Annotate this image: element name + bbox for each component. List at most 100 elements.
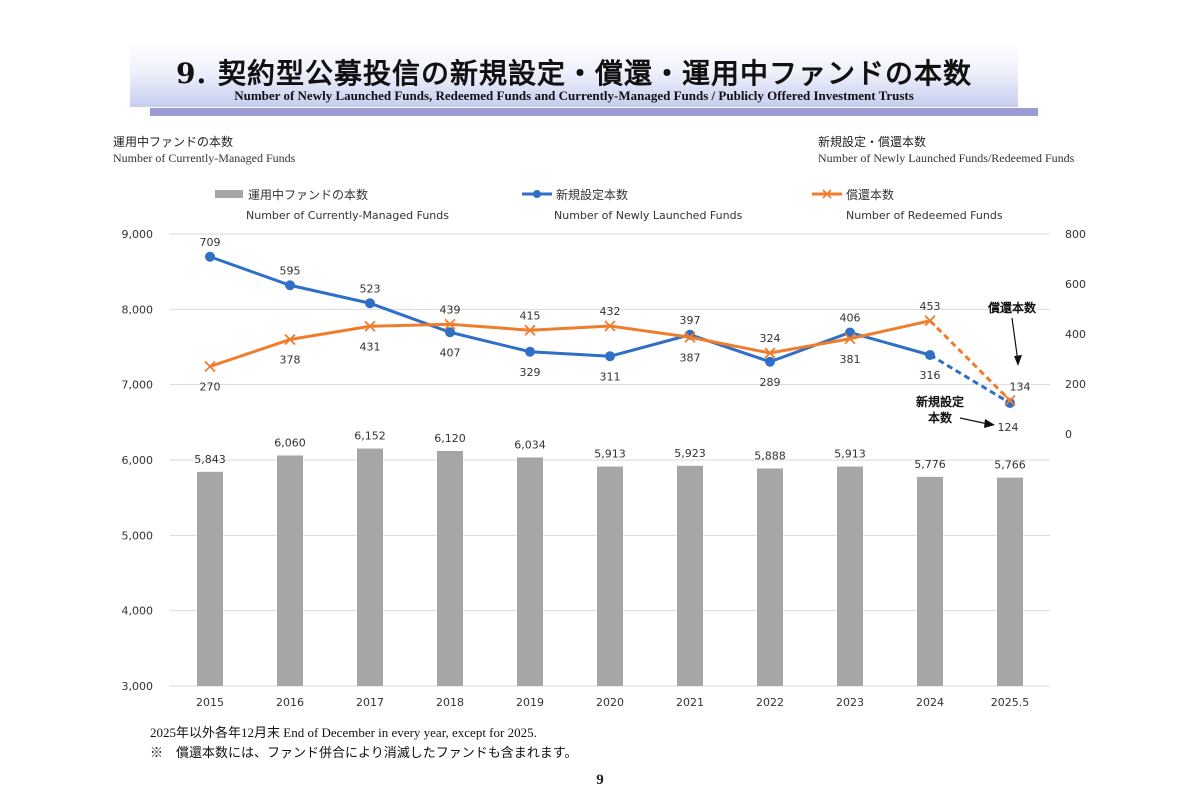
償還本数-dashed-segment — [928, 319, 1012, 402]
left-axis-tick-label: 4,000 — [122, 605, 154, 618]
x-axis-tick-label: 2018 — [436, 696, 464, 709]
footnote-2: ※ 償還本数には、ファンド併合により消滅したファンドも含まれます。 — [150, 745, 578, 760]
bar-2020 — [597, 466, 623, 686]
新規設定本数-point — [1005, 398, 1015, 408]
legend-launched-en: Number of Newly Launched Funds — [554, 209, 743, 222]
新規設定本数-dashed-segment — [929, 353, 1011, 405]
新規設定本数-point — [205, 251, 215, 262]
償還本数-point — [764, 347, 776, 359]
償還本数-point — [364, 320, 376, 332]
legend-bar-swatch — [215, 190, 243, 198]
right-axis-caption-ja: 新規設定・償還本数 — [818, 135, 927, 149]
bar-data-label: 5,843 — [194, 453, 226, 466]
right-axis-caption: 新規設定・償還本数 Number of Newly Launched Funds… — [818, 134, 1074, 166]
bar-data-label: 6,034 — [514, 438, 546, 451]
launched-data-label: 397 — [680, 314, 701, 327]
x-axis-tick-label: 2020 — [596, 696, 624, 709]
redeemed-data-label: 324 — [760, 332, 781, 345]
left-axis-caption-en: Number of Currently-Managed Funds — [113, 151, 296, 165]
新規設定本数-point — [525, 346, 535, 357]
launched-data-label: 329 — [520, 366, 541, 379]
left-axis-caption: 運用中ファンドの本数 Number of Currently-Managed F… — [113, 134, 295, 166]
新規設定本数-point — [445, 327, 455, 338]
right-axis-tick-label: 800 — [1065, 228, 1086, 241]
title-banner: 9. 契約型公募投信の新規設定・償還・運用中ファンドの本数 Number of … — [130, 43, 1018, 107]
redeemed-data-label: 439 — [440, 303, 461, 316]
redeemed-data-label: 134 — [1010, 381, 1031, 394]
bar-2021 — [677, 465, 703, 686]
left-axis-tick-label: 3,000 — [122, 680, 154, 693]
launched-data-label: 124 — [998, 421, 1019, 434]
償還本数-line — [209, 319, 931, 368]
redeemed-data-label: 431 — [360, 340, 381, 353]
left-axis-tick-label: 5,000 — [122, 529, 154, 542]
footnote-1: 2025年以外各年12月末 End of December in every y… — [150, 725, 537, 740]
新規設定本数-point — [925, 350, 935, 360]
x-axis-tick-label: 2023 — [836, 696, 864, 709]
launched-data-label: 311 — [600, 370, 621, 383]
bar-data-label: 6,120 — [434, 432, 466, 445]
redeemed-data-label: 381 — [840, 353, 861, 366]
償還本数-point — [924, 315, 936, 327]
annotation-launched-line1: 新規設定 — [916, 394, 964, 409]
bar-data-label: 6,060 — [274, 436, 306, 449]
新規設定本数-point — [285, 280, 295, 291]
償還本数-point — [1004, 394, 1016, 407]
bar-2022 — [757, 468, 783, 686]
left-axis-caption-ja: 運用中ファンドの本数 — [113, 135, 234, 149]
償還本数-point — [844, 333, 856, 345]
x-axis-tick-label: 2015 — [196, 696, 224, 709]
launched-data-label: 406 — [840, 312, 861, 325]
banner-shadow — [150, 108, 1038, 116]
償還本数-point — [684, 331, 696, 343]
bar-2016 — [277, 455, 303, 686]
x-axis-tick-label: 2019 — [516, 696, 544, 709]
bar-2017 — [357, 448, 383, 686]
left-axis-tick-label: 6,000 — [122, 454, 154, 467]
launched-data-label: 407 — [440, 346, 461, 359]
bar-2018 — [437, 450, 463, 686]
bar-2015 — [197, 471, 223, 686]
x-axis-tick-label: 2017 — [356, 696, 384, 709]
redeemed-data-label: 432 — [600, 305, 621, 318]
right-axis-caption-en: Number of Newly Launched Funds/Redeemed … — [818, 151, 1075, 165]
annotation-launched-line2: 本数 — [928, 410, 953, 425]
bar-data-label: 5,913 — [834, 448, 866, 461]
新規設定本数-point — [605, 351, 615, 362]
launched-data-label: 316 — [920, 369, 941, 382]
bar-2019 — [517, 457, 543, 686]
償還本数-point — [444, 318, 456, 330]
launched-data-label: 523 — [360, 282, 381, 295]
legend-bars-ja: 運用中ファンドの本数 — [248, 187, 368, 202]
left-axis-tick-label: 8,000 — [122, 303, 154, 316]
annotation-launched-arrowhead — [984, 419, 995, 428]
page-subtitle: Number of Newly Launched Funds, Redeemed… — [234, 88, 914, 103]
bar-2025.5 — [997, 477, 1023, 686]
legend-redeemed-marker — [822, 189, 832, 199]
bar-data-label: 5,923 — [674, 447, 706, 460]
x-axis-tick-label: 2022 — [756, 696, 784, 709]
right-axis-tick-label: 400 — [1065, 328, 1086, 341]
bar-2023 — [837, 466, 863, 686]
legend-launched-marker — [533, 190, 541, 198]
legend-redeemed-en: Number of Redeemed Funds — [846, 209, 1003, 222]
redeemed-data-label: 453 — [920, 300, 941, 313]
bar-data-label: 5,888 — [754, 449, 786, 462]
right-axis-tick-label: 0 — [1065, 428, 1072, 441]
legend-launched-ja: 新規設定本数 — [556, 187, 628, 202]
annotation-redeemed-arrow — [1011, 317, 1019, 363]
page-number: 9 — [596, 772, 604, 788]
legend-bars-en: Number of Currently-Managed Funds — [246, 209, 449, 222]
right-axis-tick-label: 600 — [1065, 278, 1086, 291]
redeemed-data-label: 378 — [280, 354, 301, 367]
bar-data-label: 5,913 — [594, 448, 626, 461]
redeemed-data-label: 270 — [200, 381, 221, 394]
annotation-redeemed: 償還本数 — [987, 300, 1037, 315]
left-axis-tick-label: 9,000 — [122, 228, 154, 241]
left-axis-tick-label: 7,000 — [122, 379, 154, 392]
launched-data-label: 709 — [200, 236, 221, 249]
redeemed-data-label: 387 — [680, 351, 701, 364]
x-axis-tick-label: 2021 — [676, 696, 704, 709]
right-axis-tick-label: 200 — [1065, 378, 1086, 391]
